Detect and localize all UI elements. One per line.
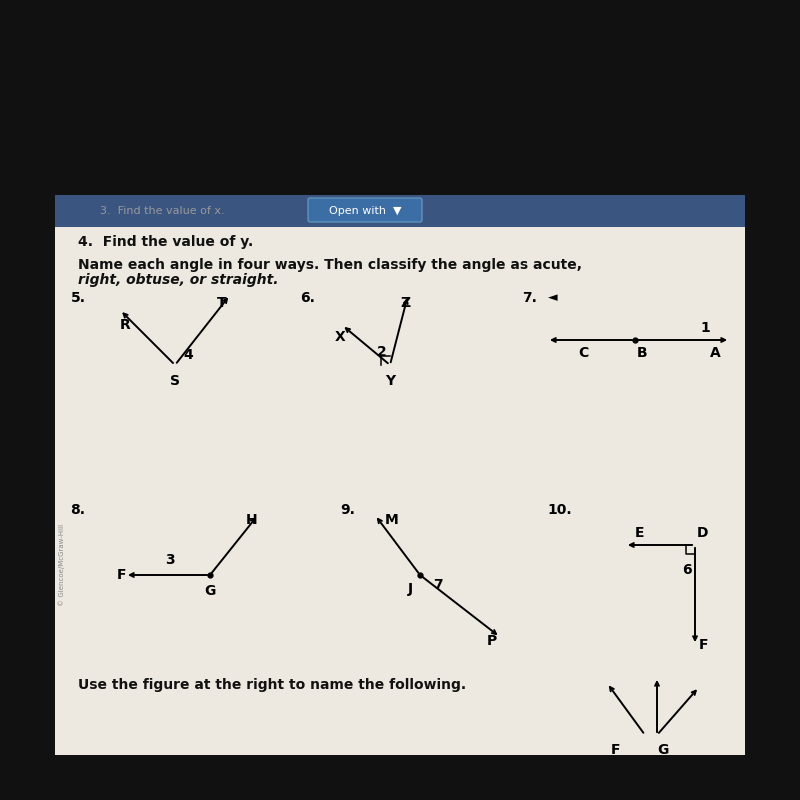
Text: right, obtuse, or straight.: right, obtuse, or straight. [78, 273, 278, 287]
Text: F: F [118, 568, 126, 582]
Text: 1: 1 [700, 321, 710, 335]
Text: 8.: 8. [70, 503, 86, 517]
Text: © Glencoe/McGraw-Hill: © Glencoe/McGraw-Hill [58, 524, 66, 606]
Text: X: X [334, 330, 346, 344]
Text: S: S [170, 374, 180, 388]
Text: Name each angle in four ways. Then classify the angle as acute,: Name each angle in four ways. Then class… [78, 258, 582, 272]
Text: 6.: 6. [301, 291, 315, 305]
Text: M: M [385, 513, 399, 527]
Text: 4: 4 [183, 348, 193, 362]
Text: G: G [658, 743, 669, 757]
Text: Y: Y [385, 374, 395, 388]
FancyBboxPatch shape [308, 198, 422, 222]
Bar [55, 195, 745, 755]
Text: H: H [246, 513, 258, 527]
Text: R: R [120, 318, 130, 332]
Text: ◄: ◄ [548, 291, 558, 305]
Text: 3: 3 [165, 553, 175, 567]
Text: F: F [698, 638, 708, 652]
Text: Open with  ▼: Open with ▼ [329, 206, 402, 216]
Text: 2: 2 [377, 345, 387, 359]
Text: 6: 6 [682, 563, 692, 577]
Text: A: A [710, 346, 720, 360]
Text: 7.: 7. [522, 291, 538, 305]
Text: T: T [217, 296, 227, 310]
Text: J: J [407, 582, 413, 596]
Text: 3.  Find the value of x.: 3. Find the value of x. [100, 206, 225, 216]
Text: G: G [204, 584, 216, 598]
Text: 4.  Find the value of y.: 4. Find the value of y. [78, 235, 254, 249]
Text: 5.: 5. [70, 291, 86, 305]
Text: F: F [610, 743, 620, 757]
Text: C: C [578, 346, 588, 360]
Text: E: E [635, 526, 645, 540]
Text: 7: 7 [433, 578, 443, 592]
Text: B: B [637, 346, 647, 360]
Bar [55, 195, 745, 227]
Text: D: D [698, 526, 709, 540]
Text: 10.: 10. [548, 503, 572, 517]
Text: Use the figure at the right to name the following.: Use the figure at the right to name the … [78, 678, 466, 692]
Text: P: P [487, 634, 497, 648]
Text: 9.: 9. [341, 503, 355, 517]
Text: Z: Z [400, 296, 410, 310]
